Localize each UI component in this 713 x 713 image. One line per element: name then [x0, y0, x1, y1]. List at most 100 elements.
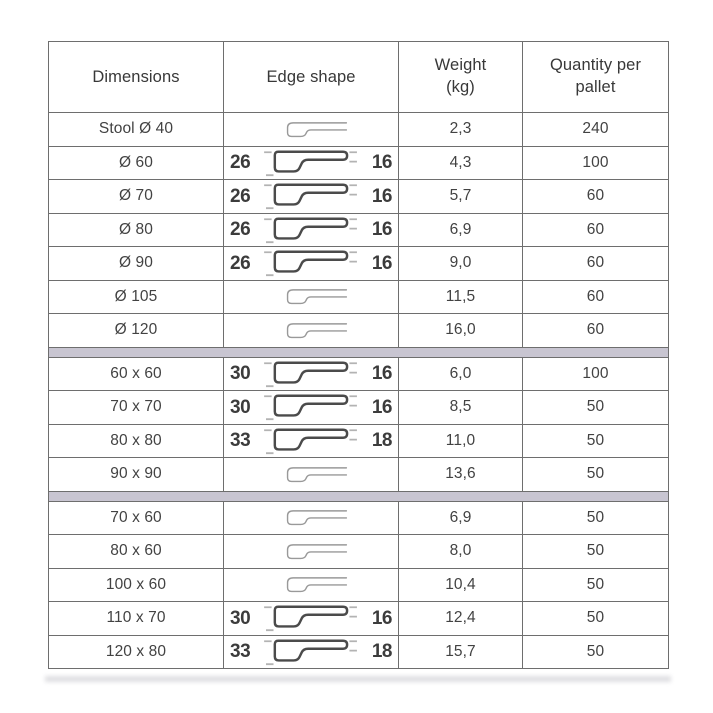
edge-left-number: 30 — [230, 607, 251, 629]
quantity-cell: 100 — [522, 357, 668, 390]
edge-thick-wrap: 30 16 — [230, 392, 393, 422]
separator-band — [49, 346, 668, 357]
dimension-cell: Ø 80 — [49, 214, 223, 247]
quantity-cell: 50 — [522, 501, 668, 534]
header-edge-shape: Edge shape — [223, 42, 398, 112]
table-row: 90 x 90 13,6 50 — [49, 457, 668, 491]
weight-cell: 6,9 — [398, 501, 522, 534]
quantity-value: 50 — [586, 465, 605, 483]
weight-cell: 8,5 — [398, 391, 522, 424]
edge-thick-wrap: 26 16 — [230, 181, 393, 211]
edge-right-number: 16 — [371, 252, 393, 274]
weight-value: 15,7 — [445, 642, 476, 660]
table-row: Ø 80 26 16 6,9 60 — [49, 212, 668, 247]
quantity-cell: 50 — [522, 568, 668, 601]
edge-right-number: 18 — [371, 430, 393, 452]
quantity-value: 60 — [586, 287, 605, 305]
quantity-value: 100 — [582, 364, 609, 382]
dimension-cell: Ø 70 — [49, 180, 223, 213]
dimension-label: 110 x 70 — [106, 609, 166, 627]
edge-profile-thin-icon — [286, 577, 348, 593]
weight-value: 8,5 — [449, 398, 472, 416]
edge-thick-wrap: 26 16 — [230, 215, 393, 245]
edge-shape-cell: 33 18 — [223, 635, 398, 668]
header-quantity: Quantity per pallet — [522, 42, 668, 112]
edge-shape-cell — [223, 113, 398, 146]
edge-profile-thick-icon — [264, 361, 357, 387]
edge-shape-cell: 26 16 — [223, 247, 398, 280]
edge-shape-cell: 26 16 — [223, 146, 398, 179]
edge-left-number: 26 — [230, 252, 251, 274]
edge-shape-cell: 33 18 — [223, 424, 398, 457]
table-row: Ø 120 16,0 60 — [49, 313, 668, 347]
quantity-cell: 60 — [522, 314, 668, 347]
dimension-cell: Ø 90 — [49, 247, 223, 280]
edge-thin-wrap — [273, 118, 349, 141]
table-row: 100 x 60 10,4 50 — [49, 567, 668, 602]
dimension-cell: 70 x 60 — [49, 502, 223, 535]
weight-cell: 10,4 — [398, 568, 522, 601]
table-header-row: Dimensions Edge shape Weight (kg) Quanti… — [49, 42, 668, 112]
dimension-label: 60 x 60 — [110, 364, 162, 382]
dimension-cell: Stool Ø 40 — [49, 113, 223, 146]
dimension-label: Ø 120 — [114, 321, 158, 339]
table-row: Ø 70 26 16 5,7 60 — [49, 179, 668, 213]
weight-cell: 11,5 — [398, 280, 522, 313]
edge-thin-wrap — [273, 506, 349, 529]
edge-left-number: 30 — [230, 396, 251, 418]
edge-left-number: 33 — [230, 430, 251, 452]
dimension-label: 70 x 70 — [110, 398, 162, 416]
weight-cell: 9,0 — [398, 247, 522, 280]
dimension-cell: 120 x 80 — [49, 636, 223, 669]
header-quantity-label: Quantity per pallet — [549, 56, 642, 96]
edge-right-number: 16 — [371, 219, 393, 241]
scan-shadow — [45, 676, 671, 682]
edge-right-number: 16 — [371, 396, 393, 418]
table-row: Ø 105 11,5 60 — [49, 279, 668, 314]
edge-thick-wrap: 33 18 — [230, 637, 393, 667]
dimension-cell: 80 x 80 — [49, 425, 223, 458]
edge-profile-thick-icon — [264, 428, 357, 454]
edge-thick-wrap: 26 16 — [230, 148, 393, 178]
table-row: 60 x 60 30 16 6,0 100 — [49, 356, 668, 390]
edge-right-number: 16 — [371, 363, 393, 385]
weight-cell: 6,9 — [398, 213, 522, 246]
quantity-value: 60 — [586, 321, 605, 339]
table-row: Stool Ø 40 2,3 240 — [49, 112, 668, 146]
table-row: 120 x 80 33 18 15,7 50 — [49, 634, 668, 669]
quantity-value: 50 — [586, 609, 605, 627]
weight-value: 10,4 — [445, 575, 476, 593]
dimension-label: 120 x 80 — [105, 642, 167, 660]
edge-shape-cell — [223, 458, 398, 491]
edge-profile-thin-icon — [286, 510, 348, 526]
weight-cell: 13,6 — [398, 458, 522, 491]
edge-right-number: 16 — [371, 607, 393, 629]
quantity-value: 100 — [582, 153, 609, 171]
edge-left-number: 26 — [230, 219, 251, 241]
weight-value: 4,3 — [449, 153, 472, 171]
quantity-cell: 240 — [522, 113, 668, 146]
dimension-cell: 90 x 90 — [49, 458, 223, 491]
weight-value: 8,0 — [449, 542, 472, 560]
quantity-cell: 50 — [522, 602, 668, 635]
dimension-cell: Ø 105 — [49, 281, 223, 314]
quantity-cell: 60 — [522, 180, 668, 213]
quantity-value: 50 — [586, 398, 605, 416]
quantity-cell: 50 — [522, 391, 668, 424]
edge-right-number: 16 — [371, 152, 393, 174]
dimension-cell: 100 x 60 — [49, 569, 223, 602]
weight-value: 11,0 — [445, 431, 476, 449]
edge-thick-wrap: 30 16 — [230, 603, 393, 633]
weight-value: 12,4 — [445, 609, 476, 627]
edge-shape-cell — [223, 535, 398, 568]
weight-cell: 12,4 — [398, 602, 522, 635]
dimension-cell: 70 x 70 — [49, 391, 223, 424]
edge-shape-cell: 30 16 — [223, 357, 398, 390]
quantity-value: 50 — [586, 508, 605, 526]
header-dimensions: Dimensions — [49, 42, 223, 112]
edge-profile-thick-icon — [264, 250, 357, 277]
weight-cell: 11,0 — [398, 424, 522, 457]
dimension-cell: Ø 60 — [49, 147, 223, 180]
edge-profile-thin-icon — [286, 543, 348, 559]
